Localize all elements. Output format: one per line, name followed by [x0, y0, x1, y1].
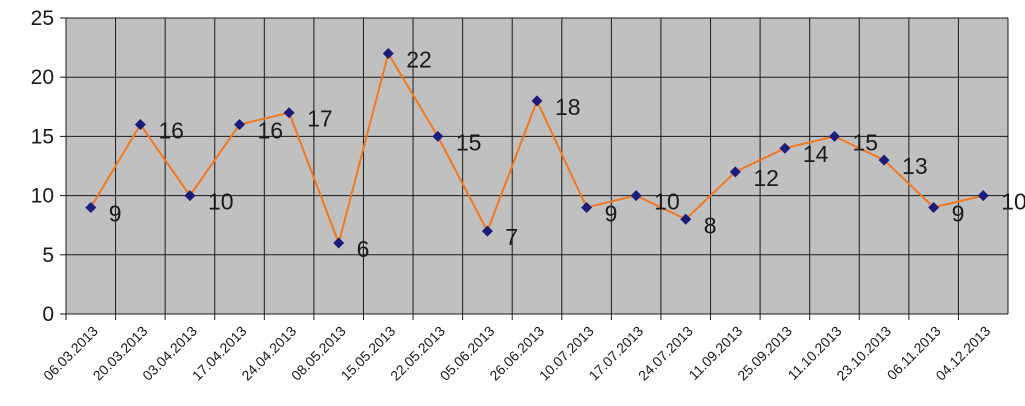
- data-point: [382, 48, 394, 60]
- data-point: [531, 95, 543, 107]
- data-label: 17: [307, 106, 333, 132]
- y-tick-label: 20: [31, 66, 54, 89]
- data-point: [630, 190, 642, 202]
- data-label: 10: [654, 189, 680, 215]
- data-point: [878, 154, 890, 166]
- axes: [60, 17, 1008, 320]
- data-point: [432, 130, 444, 142]
- data-label: 7: [505, 224, 518, 250]
- data-label: 15: [456, 129, 482, 155]
- data-label: 9: [109, 200, 122, 226]
- x-axis-tick-labels: 06.03.201320.03.201303.04.201317.04.2013…: [40, 323, 993, 384]
- y-tick-label: 15: [31, 125, 54, 148]
- data-label: 9: [605, 200, 618, 226]
- data-point: [85, 201, 97, 213]
- data-point: [581, 201, 593, 213]
- data-label: 13: [902, 153, 928, 179]
- data-point: [184, 190, 196, 202]
- data-label: 10: [1001, 189, 1025, 215]
- data-point: [333, 237, 345, 249]
- plot-area: [66, 18, 1008, 314]
- data-point: [928, 201, 940, 213]
- data-point: [729, 166, 741, 178]
- data-label: 15: [852, 129, 878, 155]
- data-markers: [85, 48, 989, 249]
- data-label: 8: [704, 212, 717, 238]
- y-axis-tick-labels: 0 5 10 15 20 25: [31, 7, 54, 326]
- data-label: 14: [803, 141, 829, 167]
- y-tick-label: 0: [42, 303, 54, 326]
- data-point: [481, 225, 493, 237]
- data-point: [134, 119, 146, 131]
- data-point: [283, 107, 295, 119]
- data-labels: 9 16 10 16 17 6 22 15 7 18 9 10 8 12 14 15 13 9 10: [109, 47, 1025, 262]
- data-point: [977, 190, 989, 202]
- y-tick-label: 10: [31, 185, 54, 208]
- data-point: [680, 213, 692, 225]
- data-label: 18: [555, 94, 581, 120]
- data-label: 12: [753, 165, 779, 191]
- data-point: [234, 119, 246, 131]
- data-point: [779, 142, 791, 154]
- y-tick-label: 5: [42, 244, 54, 267]
- y-tick-label: 25: [31, 7, 54, 30]
- x-tick-label: 04.12.2013: [932, 323, 993, 384]
- data-point: [828, 130, 840, 142]
- data-label: 6: [357, 236, 370, 262]
- data-label: 16: [158, 118, 184, 144]
- data-label: 9: [952, 200, 965, 226]
- data-label: 22: [406, 47, 432, 73]
- data-label: 16: [258, 118, 284, 144]
- data-label: 10: [208, 189, 234, 215]
